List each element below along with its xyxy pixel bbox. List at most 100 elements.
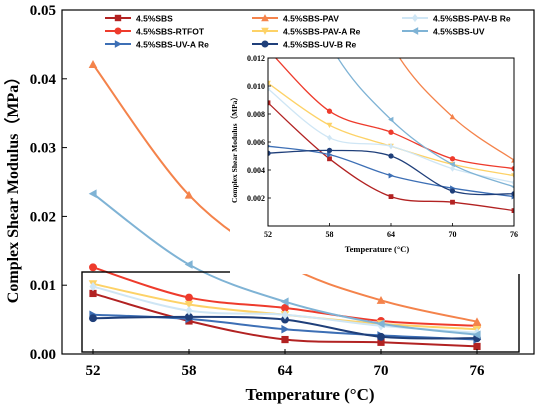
inset-data-point-4-5-sbs-pav <box>449 113 456 120</box>
data-point-4-5-sbs-uv <box>184 260 193 269</box>
inset-data-point-4-5-sbs-rtfot <box>326 108 333 114</box>
y-tick-label: 0.05 <box>30 3 56 19</box>
inset-x-tick-label: 58 <box>326 230 334 239</box>
legend-marker-4-5-sbs-uv-b-re <box>261 40 269 48</box>
inset-data-point-4-5-sbs-pav-b-re <box>388 143 394 150</box>
inset-y-tick-label: 0.012 <box>247 54 265 63</box>
data-point-4-5-sbs-uv <box>472 330 481 340</box>
data-point-4-5-sbs-uv-a-re <box>281 324 290 334</box>
inset-x-tick-label: 52 <box>264 230 272 239</box>
x-tick-label: 58 <box>182 363 197 379</box>
data-point-4-5-sbs-uv-b-re <box>281 315 289 324</box>
inset-data-point-4-5-sbs-uv-a-re <box>327 151 333 158</box>
inset-data-point-4-5-sbs-uv-a-re <box>388 172 394 179</box>
legend-marker-4-5-sbs-rtfot <box>114 27 122 35</box>
y-tick-label: 0.02 <box>30 209 56 225</box>
inset-data-point-4-5-sbs <box>511 208 514 213</box>
inset-x-axis-title: Temperature (°C) <box>345 244 410 254</box>
inset-x-tick-label: 64 <box>387 230 395 239</box>
legend-label-4-5-sbs: 4.5%SBS <box>136 14 173 24</box>
plot-frame <box>61 9 535 355</box>
legend-marker-4-5-sbs-pav-a-re <box>261 27 269 35</box>
inset-data-point-4-5-sbs-pav-b-re <box>268 85 271 92</box>
data-point-4-5-sbs-rtfot <box>281 303 289 312</box>
x-tick-label: 70 <box>374 363 389 379</box>
data-point-4-5-sbs-uv <box>280 297 289 307</box>
legend-marker-4-5-sbs-pav-b-re <box>411 13 419 23</box>
inset-data-point-4-5-sbs-rtfot <box>388 129 394 135</box>
inset-data-point-4-5-sbs-rtfot <box>449 156 456 162</box>
inset-y-tick-label: 0.004 <box>247 166 265 175</box>
x-tick-label: 64 <box>278 363 294 379</box>
inset-series-line-4-5-sbs-pav <box>398 58 514 161</box>
data-point-4-5-sbs-pav <box>88 60 98 68</box>
inset-y-tick-label: 0.008 <box>247 110 265 119</box>
inset-series-group <box>268 58 514 213</box>
inset-data-point-4-5-sbs-pav-a-re <box>326 122 333 129</box>
data-point-4-5-sbs <box>377 338 385 346</box>
inset-y-tick-label: 0.006 <box>247 138 265 147</box>
inset-data-point-4-5-sbs <box>388 194 394 199</box>
legend-marker-4-5-sbs-uv-a-re <box>114 40 122 48</box>
data-point-4-5-sbs-pav-b-re <box>89 281 97 292</box>
inset-data-point-4-5-sbs-pav <box>511 157 514 163</box>
legend-label-4-5-sbs-uv-a-re: 4.5%SBS-UV-A Re <box>136 40 209 50</box>
data-point-4-5-sbs-pav <box>184 190 194 199</box>
inset-data-point-4-5-sbs-uv-a-re <box>268 144 271 148</box>
inset-data-point-4-5-sbs-uv-b-re <box>511 191 514 197</box>
inset-data-point-4-5-sbs-pav-a-re <box>511 173 514 179</box>
legend-label-4-5-sbs-uv-b-re: 4.5%SBS-UV-B Re <box>283 40 356 50</box>
inset-x-tick-label: 70 <box>449 230 457 239</box>
inset-data-point-4-5-sbs-uv-b-re <box>449 188 456 194</box>
y-axis-title: Complex Shear Modulus（MPa） <box>4 69 22 303</box>
y-tick-label: 0.00 <box>30 347 56 363</box>
inset-data-point-4-5-sbs-uv-b-re <box>388 153 394 159</box>
inset-y-axis-title: Complex Shear Modulus（MPa） <box>229 93 239 203</box>
data-point-4-5-sbs-pav-b-re <box>281 310 289 320</box>
legend-label-4-5-sbs-pav: 4.5%SBS-PAV <box>283 14 339 24</box>
data-point-4-5-sbs-uv-b-re <box>185 312 193 321</box>
legend-marker-4-5-sbs <box>114 14 122 22</box>
data-point-4-5-sbs-pav-a-re <box>184 300 194 309</box>
x-axis-title: Temperature (°C) <box>245 385 374 404</box>
y-tick-label: 0.03 <box>30 141 56 157</box>
inset-data-point-4-5-sbs-rtfot <box>511 165 514 172</box>
inset-data-point-4-5-sbs-pav-b-re <box>450 165 455 172</box>
x-tick-label: 52 <box>86 363 101 379</box>
inset-data-point-4-5-sbs-uv <box>388 116 394 123</box>
inset-x-tick-label: 76 <box>510 230 518 239</box>
data-point-4-5-sbs-uv <box>376 319 385 329</box>
legend-label-4-5-sbs-uv: 4.5%SBS-UV <box>433 27 485 37</box>
data-point-4-5-sbs-pav <box>376 296 386 304</box>
inset-y-tick-label: 0.002 <box>247 194 265 203</box>
data-point-4-5-sbs-rtfot <box>89 263 97 272</box>
inset-data-point-4-5-sbs-uv <box>511 185 514 189</box>
legend-marker-4-5-sbs-uv <box>411 27 419 35</box>
inset-data-point-4-5-sbs-pav-b-re <box>327 134 332 141</box>
inset-y-tick-label: 0.010 <box>247 82 265 91</box>
legend-label-4-5-sbs-rtfot: 4.5%SBS-RTFOT <box>136 27 205 37</box>
y-tick-label: 0.04 <box>30 72 57 88</box>
y-tick-label: 0.01 <box>30 278 56 294</box>
legend-marker-4-5-sbs-pav <box>261 14 269 22</box>
data-point-4-5-sbs-rtfot <box>185 293 193 302</box>
x-tick-label: 76 <box>470 363 486 379</box>
data-point-4-5-sbs <box>281 335 289 344</box>
data-point-4-5-sbs-uv <box>88 189 97 199</box>
inset-data-point-4-5-sbs-uv-b-re <box>326 147 333 154</box>
data-point-4-5-sbs-pav-b-re <box>185 305 193 316</box>
inset-series-line-4-5-sbs <box>268 102 514 212</box>
inset-data-point-4-5-sbs <box>268 100 271 106</box>
inset-data-point-4-5-sbs-uv <box>449 161 455 168</box>
data-point-4-5-sbs <box>473 342 481 351</box>
data-point-4-5-sbs-uv-b-re <box>377 332 385 341</box>
inset-data-point-4-5-sbs-uv-b-re <box>268 150 271 156</box>
inset-data-point-4-5-sbs-pav-b-re <box>511 179 514 186</box>
data-point-4-5-sbs-pav <box>472 317 482 326</box>
inset-data-point-4-5-sbs <box>450 199 455 205</box>
data-point-4-5-sbs-uv-b-re <box>89 314 97 323</box>
legend-label-4-5-sbs-pav-a-re: 4.5%SBS-PAV-A Re <box>283 27 361 37</box>
data-point-4-5-sbs <box>89 289 97 298</box>
inset-data-point-4-5-sbs <box>327 156 332 162</box>
